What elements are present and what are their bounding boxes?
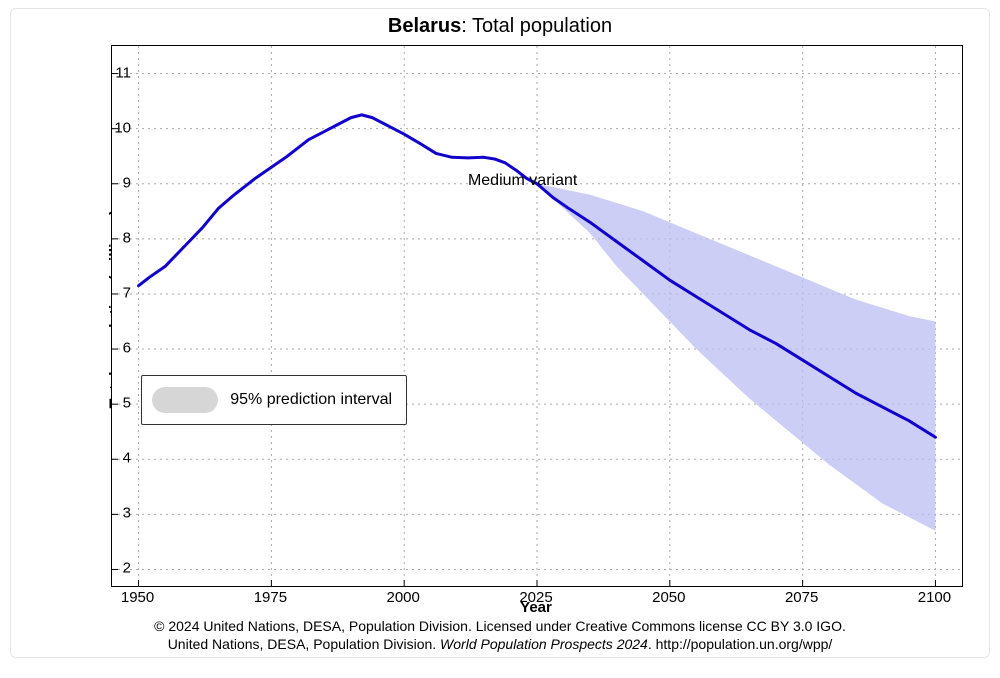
x-axis-label: Year xyxy=(111,599,961,616)
legend-label: 95% prediction interval xyxy=(230,391,392,409)
y-tick-label: 5 xyxy=(95,395,131,412)
y-tick-label: 4 xyxy=(95,450,131,467)
y-tick-label: 2 xyxy=(95,560,131,577)
chart-title: Belarus: Total population xyxy=(11,15,989,38)
y-tick-label: 3 xyxy=(95,505,131,522)
legend-box: 95% prediction interval xyxy=(141,375,407,425)
prediction-band xyxy=(526,178,935,531)
y-tick-label: 10 xyxy=(95,119,131,136)
y-tick-label: 8 xyxy=(95,229,131,246)
y-tick-label: 9 xyxy=(95,174,131,191)
title-rest: : Total population xyxy=(461,15,612,37)
chart-footer: © 2024 United Nations, DESA, Population … xyxy=(11,618,989,653)
plot-svg xyxy=(112,46,962,586)
y-tick-label: 7 xyxy=(95,284,131,301)
y-tick-label: 11 xyxy=(95,64,131,81)
medium-variant-annotation: Medium variant xyxy=(468,172,577,190)
plot-area: Medium variant 95% prediction interval xyxy=(111,45,963,587)
legend-swatch xyxy=(152,387,218,413)
footer-line-1: © 2024 United Nations, DESA, Population … xyxy=(11,618,989,636)
title-country: Belarus xyxy=(388,15,461,37)
y-tick-label: 6 xyxy=(95,340,131,357)
chart-card: Belarus: Total population Total populati… xyxy=(10,8,990,658)
footer-line-2: United Nations, DESA, Population Divisio… xyxy=(11,636,989,654)
